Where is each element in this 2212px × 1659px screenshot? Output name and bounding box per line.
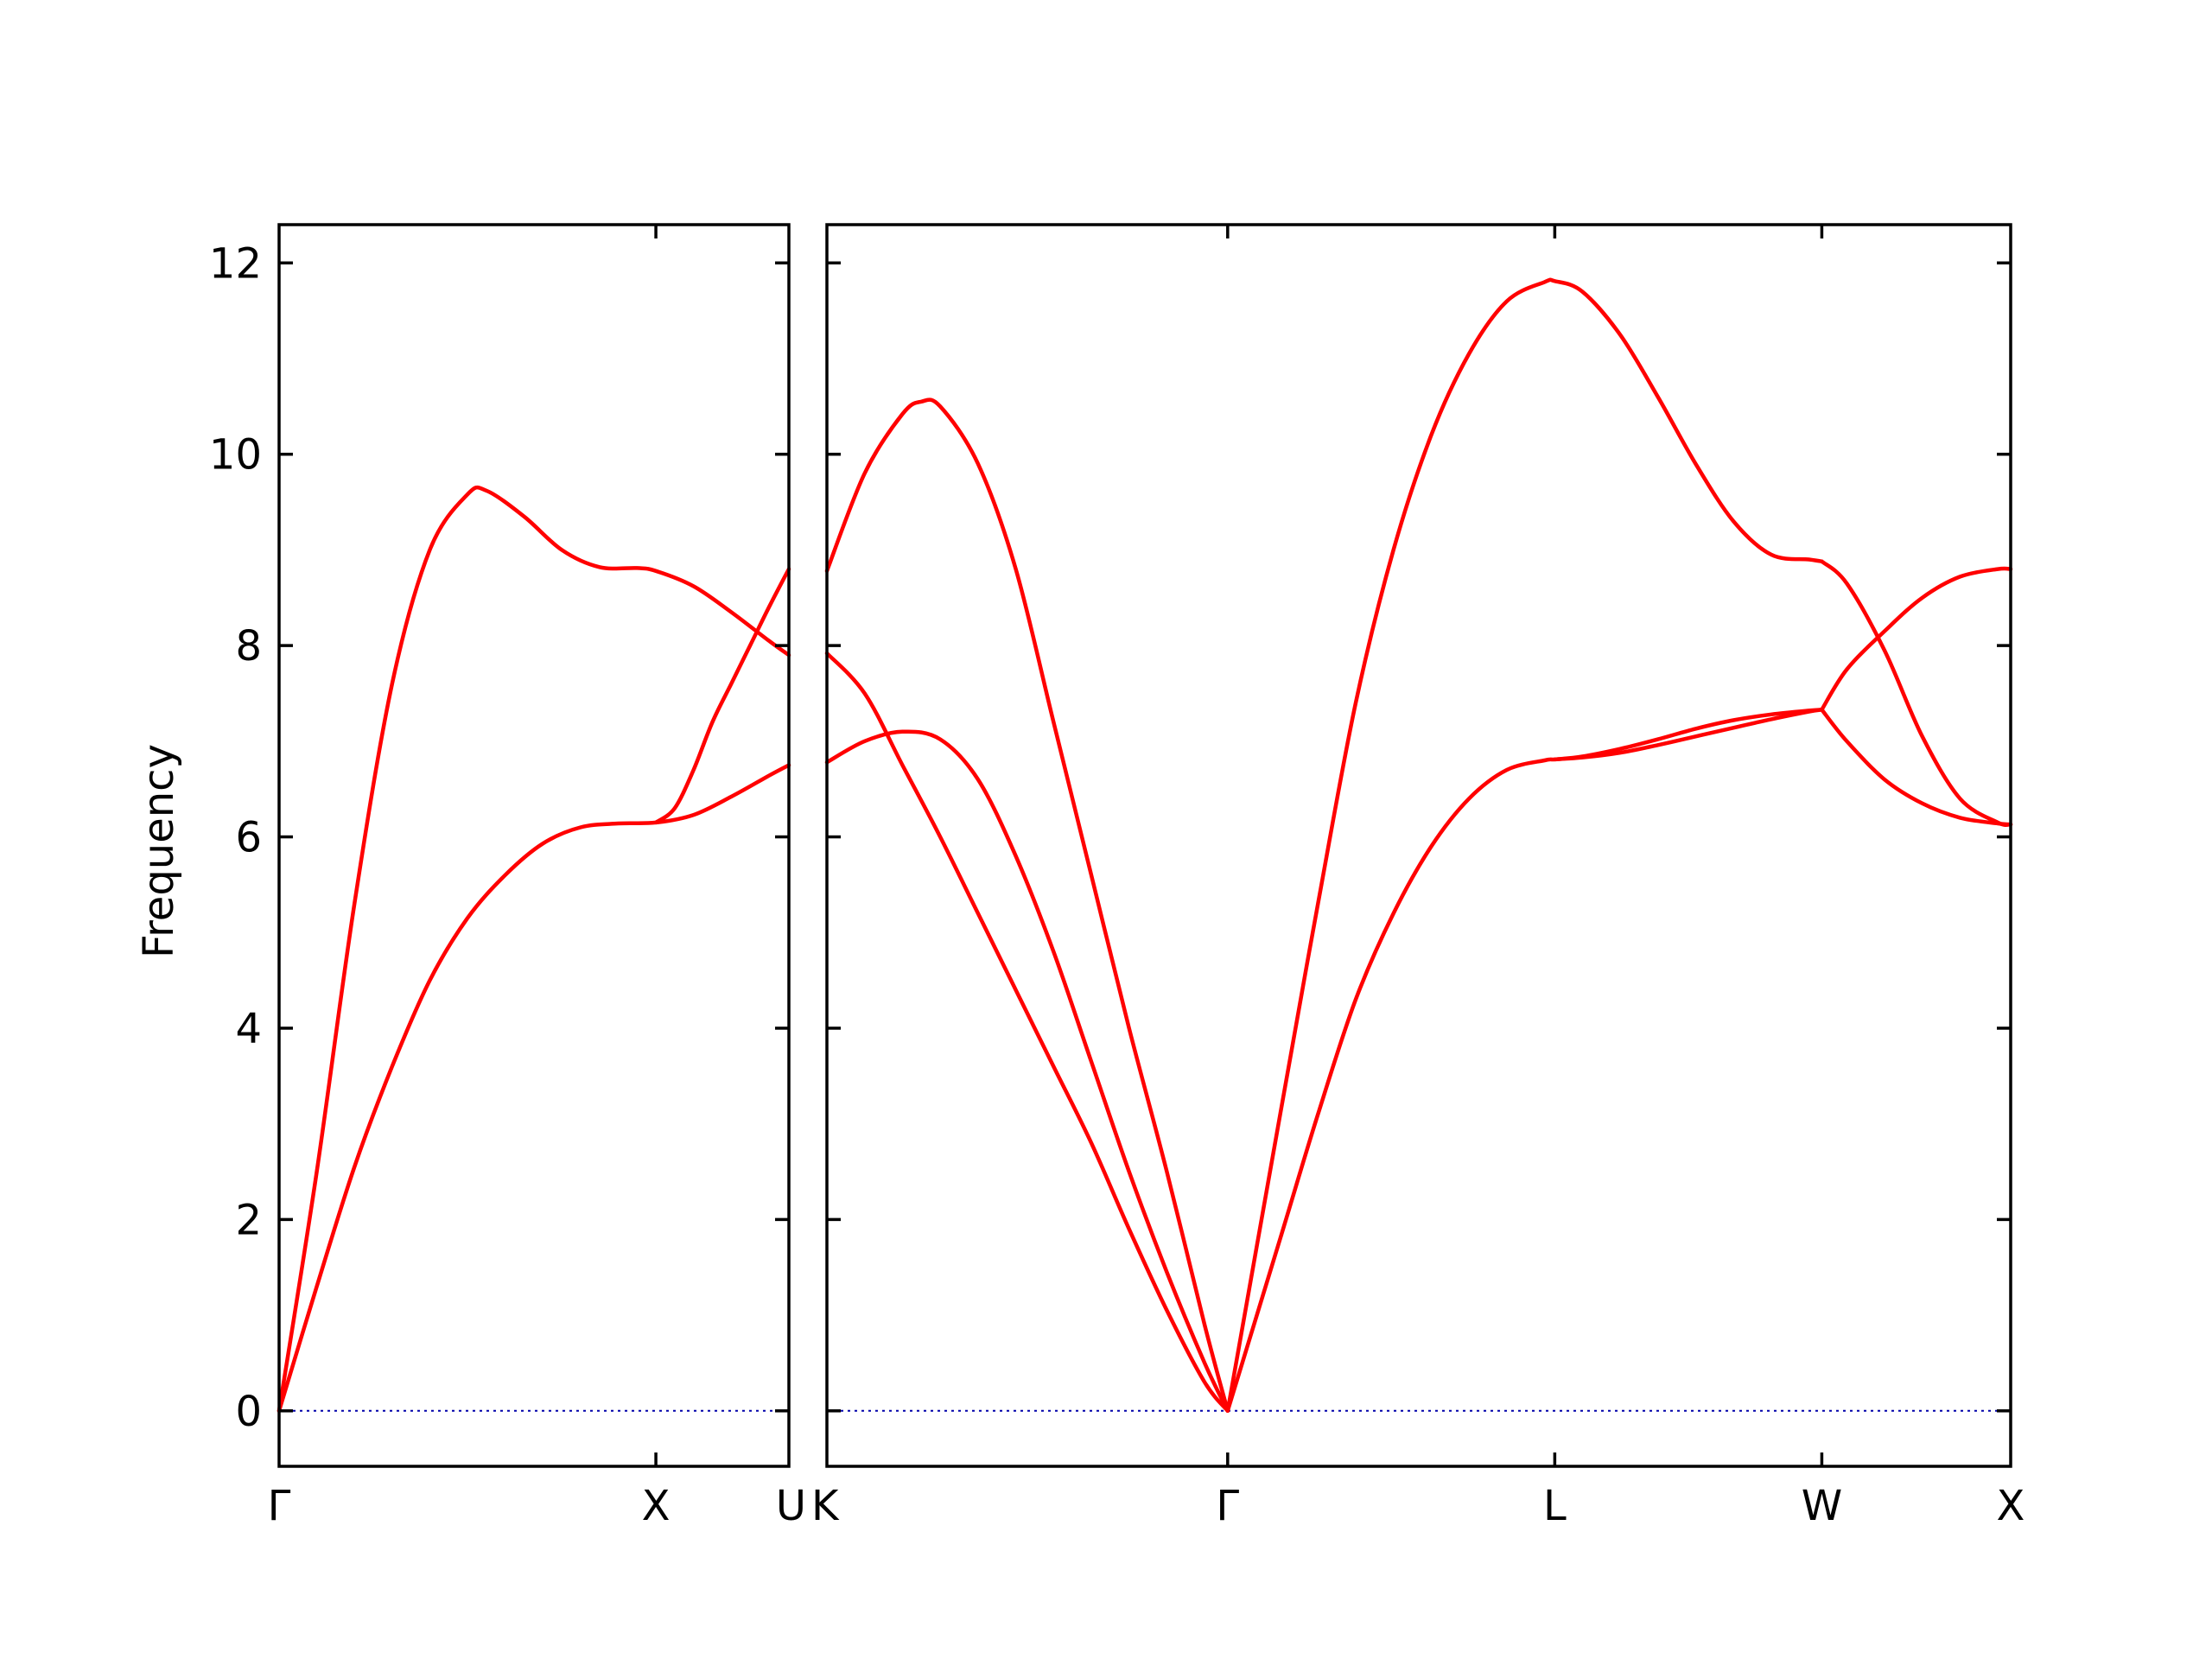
x-tick-label: Γ (1216, 1482, 1239, 1530)
x-tick-label: K (811, 1482, 840, 1530)
plot-frame-right (825, 223, 2012, 1468)
x-tick-label: X (1997, 1482, 2025, 1530)
y-tick-label: 0 (235, 1388, 262, 1436)
x-tick-label: U (776, 1482, 806, 1530)
band-right-4 (1225, 277, 1824, 1414)
band-right-6 (1553, 708, 1824, 762)
band-left-2 (276, 763, 791, 1414)
y-tick-label: 2 (235, 1196, 262, 1244)
panel-left: 0 2 4 6 8 10 12 Γ X U (209, 223, 806, 1530)
y-tick-label: 12 (209, 239, 262, 288)
x-tick-label: L (1543, 1482, 1567, 1530)
band-left-3 (653, 567, 791, 825)
panels: 0 2 4 6 8 10 12 Γ X U K Γ L W X (209, 223, 2025, 1530)
x-tick-label: X (642, 1482, 671, 1530)
y-tick-label: 6 (235, 814, 262, 862)
x-tick-label: W (1802, 1482, 1842, 1530)
band-right-9 (1820, 708, 2013, 827)
band-left-1 (276, 485, 791, 1414)
band-right-5 (1225, 708, 1824, 1414)
y-tick-label: 10 (209, 431, 262, 480)
y-tick-label: 4 (235, 1005, 262, 1053)
y-axis-label: Frequency (135, 744, 183, 958)
band-right-3 (824, 651, 1230, 1414)
band-right-2 (824, 729, 1230, 1414)
plot-frame-left (277, 223, 791, 1468)
band-right-8 (1820, 566, 2013, 712)
x-tick-label: Γ (268, 1482, 291, 1530)
band-right-1 (824, 397, 1230, 1414)
y-tick-label: 8 (235, 622, 262, 671)
